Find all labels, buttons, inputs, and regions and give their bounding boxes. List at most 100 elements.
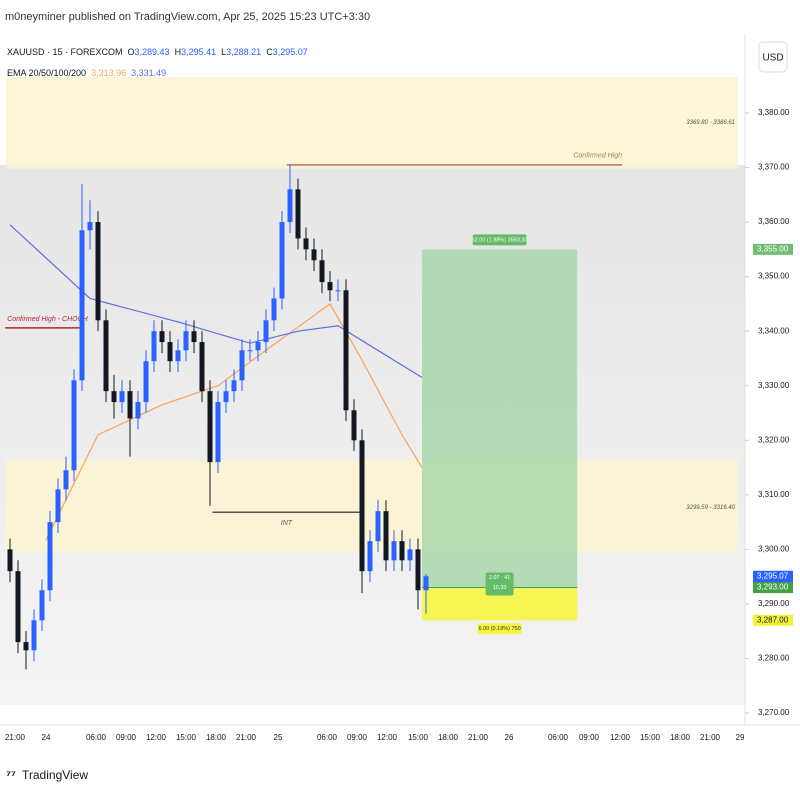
profit-zone — [422, 249, 578, 588]
time-label: 06:00 — [86, 733, 107, 742]
time-label: 09:00 — [579, 733, 600, 742]
candle-body — [247, 350, 253, 352]
candle-body — [119, 391, 125, 403]
candle-body — [271, 298, 277, 321]
legend-item: H — [175, 47, 182, 57]
candle-body — [375, 511, 381, 542]
time-label: 26 — [505, 733, 514, 742]
time-label: 25 — [274, 733, 283, 742]
price-tick-label: 3,290.00 — [758, 599, 790, 608]
candle-body — [311, 249, 317, 261]
price-tick-label: 3,370.00 — [758, 163, 790, 172]
footer-logo: ⁷⁷ — [6, 768, 16, 782]
time-label: 15:00 — [176, 733, 197, 742]
candle-body — [407, 549, 413, 561]
candle-body — [143, 361, 149, 403]
candle-body — [79, 230, 85, 381]
price-tick-label: 3,280.00 — [758, 654, 790, 663]
legend-item: 3,331.49 — [131, 68, 166, 78]
stop-label: 6.00 (0.18%) 750 — [478, 626, 520, 632]
currency-button[interactable] — [758, 41, 788, 73]
candle-body — [287, 189, 293, 223]
candle-body — [31, 620, 37, 651]
candle-body — [207, 391, 213, 463]
chart-shading — [0, 165, 745, 705]
candle-body — [71, 380, 77, 471]
candle-body — [151, 331, 157, 362]
candle-body — [87, 222, 93, 231]
price-tick-label: 3,270.00 — [758, 708, 790, 717]
legend-row: EMA 20/50/100/200 3,313.96 3,331.49 — [7, 68, 166, 78]
candle-body — [415, 549, 421, 591]
zone — [6, 76, 738, 169]
footer-brand: TradingView — [22, 768, 88, 782]
currency-label[interactable]: USD — [762, 53, 783, 64]
candle-body — [55, 489, 61, 523]
price-marker — [753, 243, 793, 255]
legend-item: 3,295.07 — [273, 47, 308, 57]
candle-body — [319, 260, 325, 283]
legend-item: 3,289.43 — [135, 47, 170, 57]
candle-body — [39, 590, 45, 621]
price-tick-label: 3,320.00 — [758, 435, 790, 444]
time-label: 21:00 — [468, 733, 489, 742]
candle-body — [343, 290, 349, 411]
candle-body — [303, 238, 309, 250]
candle-body — [263, 320, 269, 343]
level-label: Confirmed High - CHOCH — [7, 316, 88, 323]
candle-body — [399, 541, 405, 561]
level-label: Confirmed High — [573, 153, 622, 160]
zone-label: 3369.80 - 3386.61 — [686, 120, 735, 126]
candle-body — [23, 642, 29, 651]
price-marker-label: 3,295.07 — [757, 571, 789, 580]
price-marker-label: 3,287.00 — [757, 615, 789, 624]
candle-body — [47, 522, 53, 591]
entry-label: 2.07 : 41 — [489, 575, 510, 581]
candle-body — [215, 402, 221, 463]
price-tick-label: 3,360.00 — [758, 217, 790, 226]
time-label: 24 — [42, 733, 51, 742]
target-label-box — [472, 234, 527, 246]
zone-label: 3299.59 - 3316.40 — [686, 505, 735, 511]
price-tick-label: 3,350.00 — [758, 272, 790, 281]
candle-body — [63, 470, 69, 490]
candle-body — [175, 350, 181, 362]
legend-item: 3,288.21 — [226, 47, 261, 57]
legend-item: XAUUSD · 15 · FOREXCOM — [7, 47, 123, 57]
candle-body — [159, 331, 165, 343]
candle-body — [335, 290, 341, 292]
candle-body — [167, 342, 173, 362]
legend-item: O — [128, 47, 135, 57]
candle-body — [103, 320, 109, 392]
candle-body — [183, 331, 189, 351]
legend-item: 3,313.96 — [91, 68, 126, 78]
price-marker-label: 3,293.00 — [757, 583, 789, 592]
time-label: 18:00 — [438, 733, 459, 742]
candle-body — [255, 342, 261, 351]
candle-body — [327, 282, 333, 291]
time-label: 21:00 — [700, 733, 721, 742]
candle-body — [111, 391, 117, 403]
price-tick-label: 3,300.00 — [758, 544, 790, 553]
entry-label: 10.33 — [493, 585, 507, 591]
stop-label-box — [477, 623, 522, 635]
time-label: 12:00 — [610, 733, 631, 742]
time-label: 21:00 — [5, 733, 26, 742]
price-marker — [753, 614, 793, 626]
time-label: 12:00 — [377, 733, 398, 742]
candle-body — [279, 222, 285, 299]
time-label: 06:00 — [548, 733, 569, 742]
level-label: INT — [281, 520, 293, 527]
time-label: 09:00 — [116, 733, 137, 742]
candle-body — [391, 541, 397, 561]
entry-label-box — [485, 572, 514, 596]
candle-body — [295, 189, 301, 239]
price-marker-label: 3,355.00 — [757, 244, 789, 253]
time-label: 09:00 — [347, 733, 368, 742]
candle-body — [95, 222, 101, 321]
candle-body — [15, 571, 21, 643]
candle-body — [191, 331, 197, 343]
price-tick-label: 3,340.00 — [758, 326, 790, 335]
time-label: 06:00 — [317, 733, 338, 742]
